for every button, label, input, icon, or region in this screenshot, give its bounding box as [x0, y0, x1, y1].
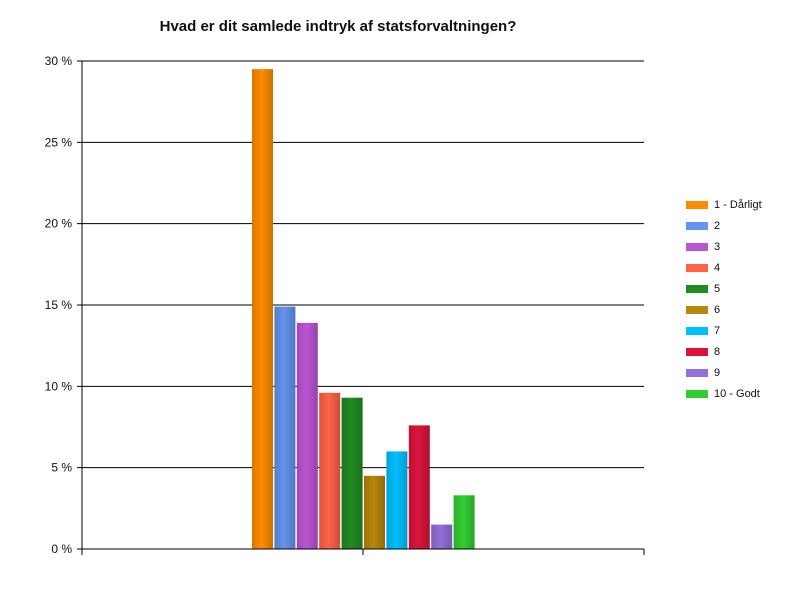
bar-10: [453, 495, 475, 549]
bar-2: [274, 306, 296, 549]
legend-item: 8: [686, 341, 762, 362]
legend-swatch: [686, 200, 708, 209]
y-tick-label: 15 %: [45, 298, 73, 312]
bar-6: [364, 475, 385, 549]
legend-item: 1 - Dårligt: [686, 194, 762, 215]
y-tick-label: 10 %: [45, 379, 73, 393]
legend-item: 6: [686, 299, 762, 320]
legend-label: 9: [714, 366, 721, 379]
y-tick-label: 20 %: [45, 217, 73, 231]
y-tick-label: 30 %: [45, 54, 73, 68]
legend-swatch: [686, 347, 708, 356]
bar-3: [296, 322, 318, 549]
legend-label: 6: [714, 303, 721, 316]
legend-item: 2: [686, 215, 762, 236]
y-axis-ticks: 0 % 5 % 10 % 15 % 20 % 25 % 30 %: [45, 54, 73, 556]
bar-9: [431, 524, 453, 549]
legend-item: 3: [686, 236, 762, 257]
bars: [252, 69, 475, 549]
legend: 1 - Dårligt 2 3 4 5 6 7 8 9 10 - Godt: [686, 194, 762, 404]
y-tick-label: 0 %: [51, 542, 72, 556]
legend-item: 4: [686, 257, 762, 278]
bar-4: [319, 392, 341, 549]
legend-swatch: [686, 242, 708, 251]
legend-item: 9: [686, 362, 762, 383]
chart-title: Hvad er dit samlede indtryk af statsforv…: [159, 18, 517, 35]
legend-swatch: [686, 221, 708, 230]
legend-label: 1 - Dårligt: [714, 198, 762, 211]
legend-item: 10 - Godt: [686, 383, 762, 404]
legend-item: 7: [686, 320, 762, 341]
legend-label: 3: [714, 240, 721, 253]
bar-7: [386, 451, 408, 549]
legend-item: 5: [686, 278, 762, 299]
y-tick-label: 5 %: [51, 461, 72, 475]
legend-swatch: [686, 389, 708, 398]
legend-label: 4: [714, 261, 721, 274]
legend-label: 2: [714, 219, 721, 232]
legend-label: 5: [714, 282, 721, 295]
legend-swatch: [686, 284, 708, 293]
axes: [81, 61, 645, 555]
bar-1: [252, 69, 273, 549]
legend-label: 7: [714, 324, 721, 337]
bar-5: [341, 397, 363, 549]
legend-label: 8: [714, 345, 721, 358]
legend-swatch: [686, 263, 708, 272]
legend-swatch: [686, 326, 708, 335]
y-tick-label: 25 %: [45, 135, 73, 149]
bar-8: [408, 425, 430, 549]
legend-swatch: [686, 305, 708, 314]
legend-label: 10 - Godt: [714, 387, 760, 400]
legend-swatch: [686, 368, 708, 377]
